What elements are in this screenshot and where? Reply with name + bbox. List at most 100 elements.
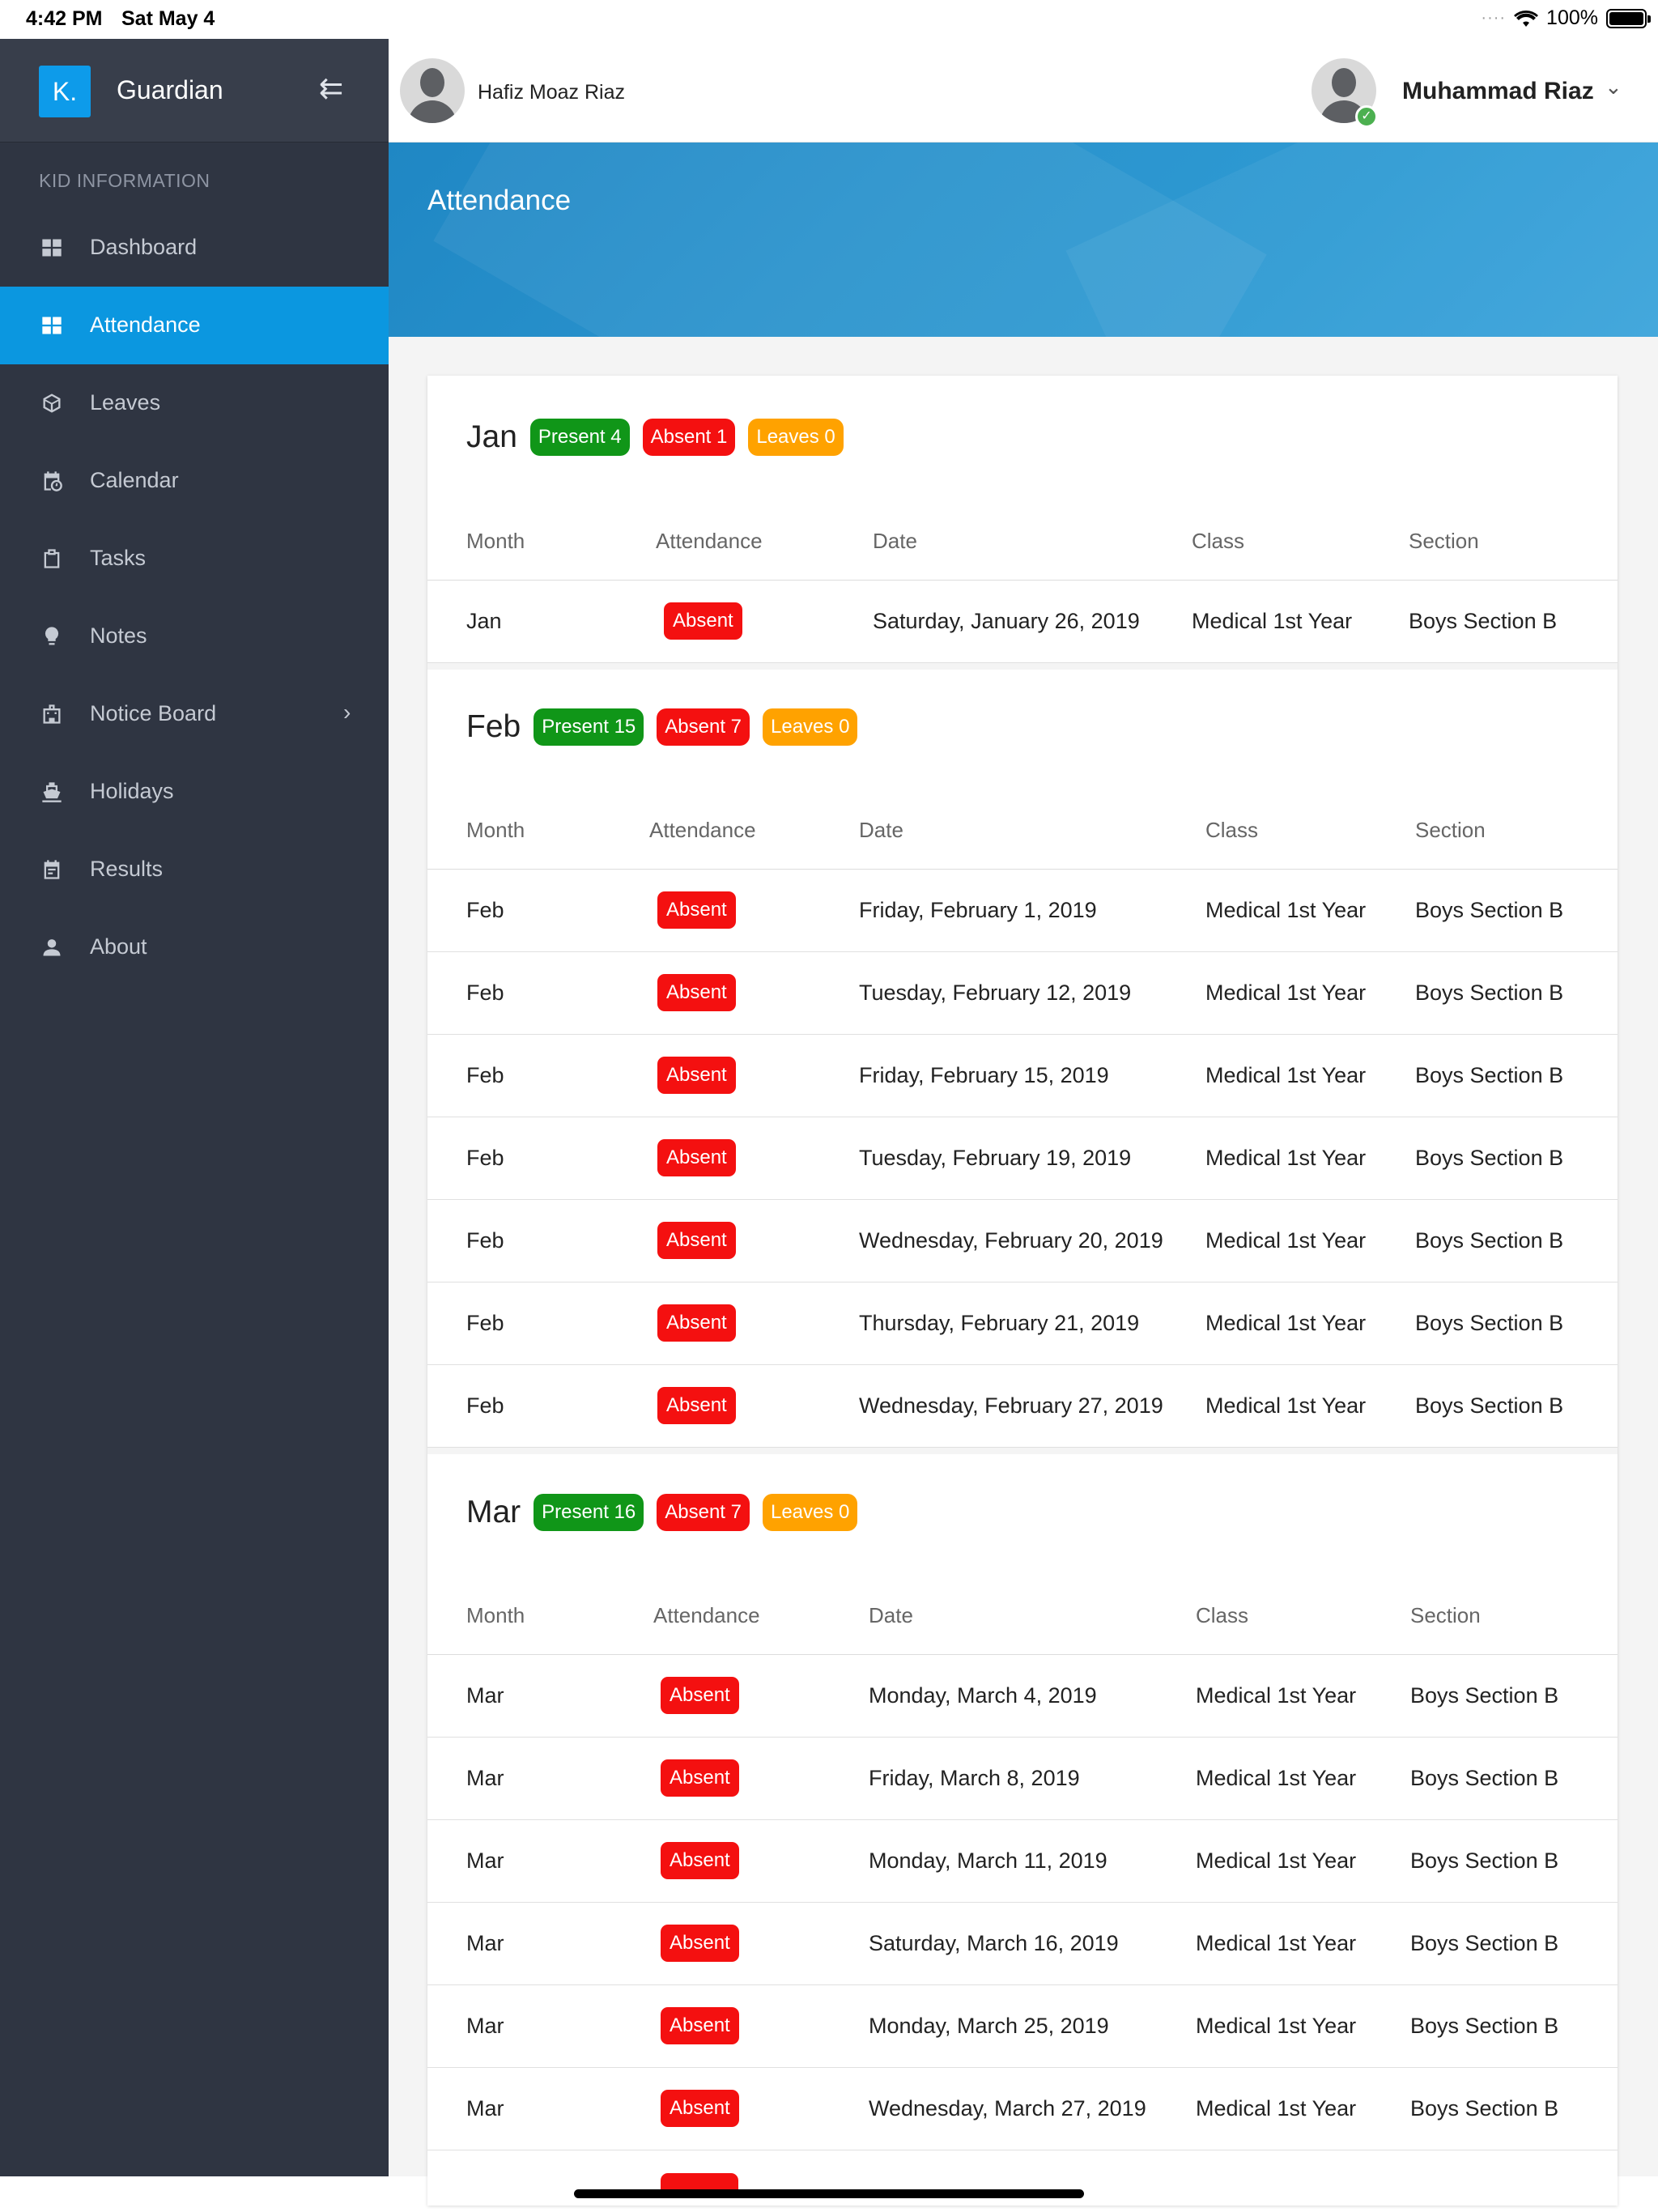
table-row[interactable]: Mar Absent Monday, March 25, 2019 Medica…: [427, 1985, 1618, 2068]
cell-section: Boys Section B: [1410, 1766, 1559, 1790]
cell-month: Feb: [466, 1228, 504, 1253]
sidebar-item-label: Notice Board: [90, 701, 217, 725]
table-row[interactable]: Jan Absent Saturday, January 26, 2019 Me…: [427, 581, 1618, 663]
cell-class: Medical 1st Year: [1196, 1931, 1357, 1955]
home-indicator[interactable]: [574, 2189, 1084, 2198]
table-header: Month Attendance Date Class Section: [427, 789, 1618, 870]
cell-month: Mar: [466, 1766, 504, 1790]
table-header: Month Attendance Date Class Section: [427, 1574, 1618, 1655]
absent-count-badge: Absent 7: [657, 1494, 750, 1531]
table-row[interactable]: Feb Absent Tuesday, February 19, 2019 Me…: [427, 1117, 1618, 1200]
user-menu-name[interactable]: Muhammad Riaz: [1402, 78, 1594, 104]
table-row[interactable]: Feb Absent Friday, February 1, 2019 Medi…: [427, 870, 1618, 952]
table-row[interactable]: Mar Absent Wednesday, March 27, 2019 Med…: [427, 2068, 1618, 2150]
cell-month: Feb: [466, 1311, 504, 1335]
cell-month: Mar: [466, 2014, 504, 2038]
absent-badge: Absent: [657, 1139, 736, 1176]
calendar-icon: [40, 858, 63, 881]
month-header-mar: Mar Present 16 Absent 7 Leaves 0: [466, 1488, 870, 1537]
cell-date: Friday, March 8, 2019: [869, 1766, 1080, 1790]
cell-class: Medical 1st Year: [1205, 1393, 1367, 1418]
chevron-down-icon[interactable]: ⌄: [1605, 74, 1622, 99]
battery-percent: 100%: [1546, 6, 1598, 29]
table-row[interactable]: Mar Absent Saturday, March 16, 2019 Medi…: [427, 1903, 1618, 1985]
sidebar-item-attendance[interactable]: Attendance: [0, 287, 389, 364]
cell-section: Boys Section B: [1415, 1311, 1564, 1335]
table-row[interactable]: Feb Absent Friday, February 15, 2019 Med…: [427, 1035, 1618, 1117]
cell-section: Boys Section B: [1410, 1683, 1559, 1708]
table-row[interactable]: Feb Absent Wednesday, February 27, 2019 …: [427, 1365, 1618, 1448]
sidebar-item-results[interactable]: Results: [0, 831, 389, 908]
app-logo[interactable]: K.: [39, 66, 91, 117]
table-row[interactable]: Mar Absent Monday, March 11, 2019 Medica…: [427, 1820, 1618, 1903]
sidebar-item-calendar[interactable]: Calendar: [0, 442, 389, 520]
absent-badge: Absent: [657, 1387, 736, 1424]
table-row[interactable]: Mar Absent Friday, March 8, 2019 Medical…: [427, 1738, 1618, 1820]
col-attendance: Attendance: [656, 529, 763, 553]
col-class: Class: [1205, 818, 1259, 842]
collapse-sidebar-icon[interactable]: ⇇: [319, 71, 344, 104]
table-row[interactable]: Feb Absent Wednesday, February 20, 2019 …: [427, 1200, 1618, 1283]
absent-count-badge: Absent 7: [657, 708, 750, 746]
cell-month: Jan: [466, 609, 502, 633]
cell-date: Friday, February 1, 2019: [859, 898, 1097, 922]
sidebar-item-label: Holidays: [90, 779, 174, 803]
sidebar-item-leaves[interactable]: Leaves: [0, 364, 389, 442]
cell-class: Medical 1st Year: [1196, 1766, 1357, 1790]
sidebar-item-label: Dashboard: [90, 235, 198, 259]
status-date: Sat May 4: [121, 7, 215, 30]
cell-section: Boys Section B: [1415, 981, 1564, 1005]
leaves-count-badge: Leaves 0: [748, 419, 844, 456]
table-header: Month Attendance Date Class Section: [427, 500, 1618, 581]
cell-date: Friday, February 15, 2019: [859, 1063, 1109, 1087]
table-row[interactable]: Feb Absent Thursday, February 21, 2019 M…: [427, 1283, 1618, 1365]
absent-badge: Absent: [661, 1677, 739, 1714]
col-month: Month: [466, 1603, 525, 1627]
sidebar-item-notice-board[interactable]: Notice Board ›: [0, 675, 389, 753]
cell-section: Boys Section B: [1415, 898, 1564, 922]
col-section: Section: [1410, 1603, 1481, 1627]
cell-class: Medical 1st Year: [1205, 981, 1367, 1005]
attendance-card: Jan Present 4 Absent 1 Leaves 0 Month At…: [427, 376, 1618, 2206]
status-right: ···· 100%: [1481, 6, 1651, 30]
cell-date: Wednesday, March 27, 2019: [869, 2096, 1146, 2121]
cell-class: Medical 1st Year: [1192, 609, 1353, 633]
battery-icon: [1606, 8, 1651, 28]
col-date: Date: [869, 1603, 913, 1627]
clipboard-icon: [40, 547, 63, 570]
month-divider: [427, 1448, 1618, 1454]
app-name: Guardian: [117, 75, 223, 104]
cell-class: Medical 1st Year: [1205, 898, 1367, 922]
ship-icon: [40, 781, 63, 803]
month-title: Mar: [466, 1495, 521, 1529]
table-row[interactable]: Mar Absent Monday, March 4, 2019 Medical…: [427, 1655, 1618, 1738]
sidebar-item-holidays[interactable]: Holidays: [0, 753, 389, 831]
status-time: 4:42 PM: [26, 7, 103, 30]
month-divider: [427, 663, 1618, 670]
cell-section: Boys Section B: [1415, 1063, 1564, 1087]
cell-class: Medical 1st Year: [1196, 1683, 1357, 1708]
cell-class: Medical 1st Year: [1205, 1228, 1367, 1253]
kid-avatar[interactable]: [400, 58, 465, 123]
kid-name[interactable]: Hafiz Moaz Riaz: [478, 81, 625, 104]
cell-date: Tuesday, February 19, 2019: [859, 1146, 1132, 1170]
sidebar-item-tasks[interactable]: Tasks: [0, 520, 389, 598]
top-header: Hafiz Moaz Riaz ✓ Muhammad Riaz ⌄: [389, 39, 1658, 143]
leaves-count-badge: Leaves 0: [762, 1494, 858, 1531]
month-title: Jan: [466, 419, 517, 454]
cell-section: Boys Section B: [1415, 1146, 1564, 1170]
cell-date: Saturday, March 16, 2019: [869, 1931, 1119, 1955]
table-row[interactable]: Feb Absent Tuesday, February 12, 2019 Me…: [427, 952, 1618, 1035]
absent-badge: Absent: [661, 1842, 739, 1879]
cell-section: Boys Section B: [1410, 1931, 1559, 1955]
sidebar-item-notes[interactable]: Notes: [0, 598, 389, 675]
cell-month: Feb: [466, 898, 504, 922]
absent-count-badge: Absent 1: [642, 419, 736, 456]
brand: K. Guardian ⇇: [0, 39, 389, 143]
sidebar-item-dashboard[interactable]: Dashboard: [0, 209, 389, 287]
cell-section: Boys Section B: [1410, 2096, 1559, 2121]
present-count-badge: Present 4: [529, 419, 630, 456]
online-status-icon: ✓: [1355, 105, 1378, 128]
cell-month: Mar: [466, 1931, 504, 1955]
sidebar-item-about[interactable]: About: [0, 908, 389, 986]
